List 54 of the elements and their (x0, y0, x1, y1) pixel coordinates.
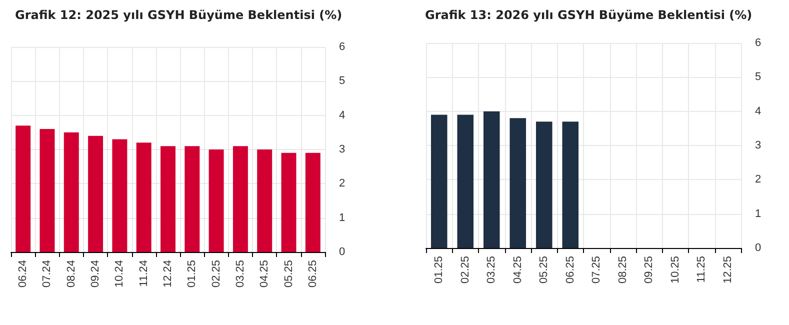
x-tick-label: 02.25 (210, 260, 222, 288)
y-tick-label: 6 (339, 41, 346, 53)
bar (184, 146, 200, 252)
bar (88, 136, 104, 252)
x-tick-label: 12.24 (162, 260, 174, 288)
x-tick-label: 03.25 (234, 260, 246, 288)
x-tick-label: 10.25 (669, 256, 682, 284)
y-tick-label: 4 (755, 105, 762, 118)
x-tick-label: 06.25 (564, 256, 576, 284)
bar (208, 150, 224, 252)
bar (257, 150, 272, 252)
x-tick-label: 10.24 (114, 260, 126, 288)
x-tick-label: 07.24 (41, 260, 54, 288)
x-tick-label: 01.25 (186, 260, 198, 288)
bar (305, 152, 320, 252)
y-tick-label: 3 (339, 144, 346, 156)
y-tick-label: 1 (339, 212, 346, 224)
bar (281, 152, 296, 252)
y-tick-label: 6 (755, 37, 762, 49)
y-tick-label: 1 (755, 208, 762, 220)
y-tick-label: 5 (339, 75, 346, 88)
chart-title: Grafik 13: 2026 yılı GSYH Büyüme Beklentisi (%) (425, 8, 752, 22)
x-tick-label: 06.24 (17, 260, 30, 288)
x-tick-label: 06.25 (306, 260, 319, 288)
x-tick-label: 09.24 (90, 260, 102, 288)
x-tick-label: 08.24 (65, 260, 78, 288)
bar (40, 129, 55, 252)
y-tick-label: 2 (755, 174, 762, 186)
y-tick-label: 5 (755, 71, 762, 84)
x-tick-label: 04.25 (512, 256, 524, 284)
bar (160, 146, 176, 252)
y-tick-label: 0 (755, 242, 762, 254)
bar (16, 126, 31, 252)
y-tick-label: 0 (339, 246, 346, 258)
x-tick-label: 02.25 (459, 256, 472, 284)
x-tick-label: 05.25 (538, 256, 550, 284)
x-tick-label: 12.25 (722, 256, 734, 284)
x-tick-label: 05.25 (282, 260, 295, 288)
y-tick-label: 3 (755, 140, 762, 152)
bar (232, 146, 248, 252)
x-tick-label: 11.25 (696, 256, 708, 283)
x-tick-label: 07.25 (590, 256, 603, 284)
x-tick-label: 01.25 (433, 256, 446, 284)
x-tick-label: 11.24 (138, 260, 150, 287)
x-tick-label: 09.25 (643, 256, 656, 284)
bar (64, 132, 79, 252)
bar (136, 142, 152, 252)
y-tick-label: 4 (339, 109, 346, 122)
chart-title: Grafik 12: 2025 yılı GSYH Büyüme Beklentisi (%) (15, 8, 342, 22)
x-tick-label: 08.25 (616, 256, 629, 284)
x-tick-label: 03.25 (486, 256, 498, 284)
bar (112, 139, 128, 252)
x-tick-label: 04.25 (258, 260, 271, 288)
y-tick-label: 2 (339, 178, 346, 190)
